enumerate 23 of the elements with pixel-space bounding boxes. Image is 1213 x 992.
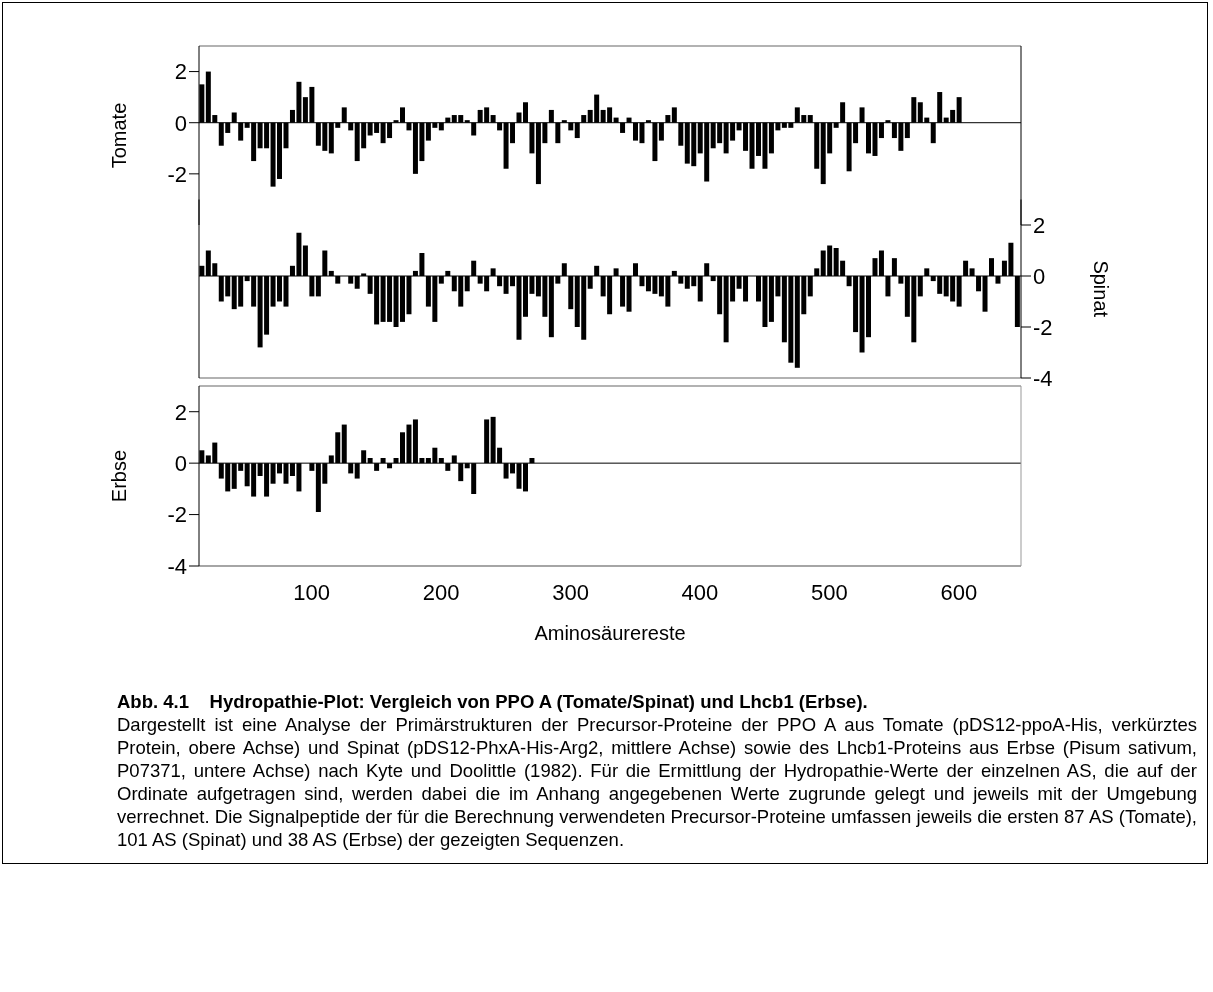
- text: Dargestellt ist eine Analyse der Primärstrukturen der Precursor-Proteine der PPO A aus Tomate (pDS12-ppoA-His, verkürztes Protein, obere Achse) und Spinat (pDS12-PhxA-His-Arg2, mittlere Achse) sowie des Lhcb1-Proteins aus Erbse (Pisum sativum, P07371, untere Achse) nach Kyte und Doolittle (1982). Für die Ermittlung der Hydropathie-Werte der einzelnen AS, die auf der Ordinate aufgetragen sind, werden dabei die im Anhang angegebenen Werte zugrunde gelegt und jeweils mit der Umgebung verrechnet. Die Signalpeptide der für die Berechnung verwendeten Precursor-Proteine umfassen jeweils die ersten 87 AS (Tomate), 101 AS (Spinat) und 38 AS (Erbse) der gezeigten Sequenzen.: [117, 713, 1197, 851]
- x-tick-label: 200: [422, 579, 460, 605]
- y-tick-label: 2: [174, 399, 187, 425]
- x-tick-label: 300: [552, 579, 589, 605]
- y2-tick-label: -4: [1033, 365, 1053, 391]
- x-tick-label: 400: [681, 579, 719, 605]
- y-tick-label: -4: [167, 553, 187, 579]
- y-tick-label: 0: [174, 450, 187, 476]
- y2-tick-label: 0: [1033, 263, 1046, 289]
- y2-tick-label: 2: [1033, 212, 1046, 238]
- x-tick-label: 100: [293, 579, 330, 605]
- y-tick-label: 0: [174, 110, 187, 136]
- y2-axis-title: Spinat: [1089, 260, 1112, 318]
- y2-tick-label: -2: [1033, 314, 1053, 340]
- x-tick-label: 500: [811, 579, 848, 605]
- y-axis-title: Tomate: [108, 102, 131, 169]
- y-tick-label: -2: [167, 161, 187, 187]
- x-axis-title: Aminosäurereste: [534, 622, 686, 644]
- y-tick-label: 2: [174, 59, 187, 85]
- y-tick-label: -2: [167, 502, 187, 528]
- text: Abb. 4.1 Hydropathie-Plot: Vergleich von PPO A (Tomate/Spinat) und Lhcb1 (Erbse).: [117, 690, 869, 713]
- y-axis-title: Erbse: [108, 449, 131, 503]
- x-tick-label: 600: [940, 579, 978, 605]
